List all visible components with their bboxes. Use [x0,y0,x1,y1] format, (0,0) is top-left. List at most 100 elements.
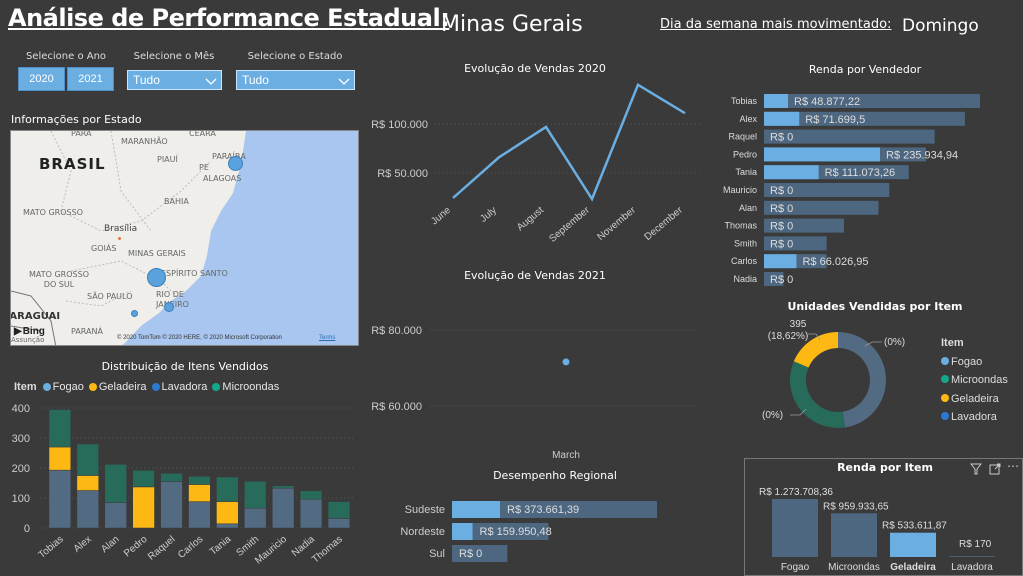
map-title: Informações por Estado [11,113,142,126]
legend-item-microondas[interactable]: Microondas [212,381,279,393]
legend-item-lavadora[interactable]: Lavadora [941,408,1008,427]
legend-dot-icon [941,393,949,402]
map-label-goias: GOIÁS [91,244,117,253]
year-filter-label: Selecione o Ano [25,51,107,62]
capital-marker [118,237,121,240]
leader-line [790,408,807,416]
category-label: Tobias [731,96,758,106]
regional-bar-chart: Sudeste R$ 373.661,39 Nordeste R$ 159.950,4… [400,501,657,562]
donut-slice-microondas [790,361,846,428]
map-label-alagoas: ALAGOAS [203,174,242,183]
data-label: R$ 170 [959,539,992,550]
bar-background [764,200,879,215]
year-button-2020[interactable]: 2020 [18,67,65,91]
legend-dot-icon [941,375,949,383]
item-revenue-panel[interactable]: Renda por Item ⋯ R$ 1.273.708,36 Fogao R$ … [744,458,1023,576]
legend-dot-icon [212,383,221,391]
y-tick-label: R$ 60.000 [371,401,422,413]
legend-title: Item [14,381,37,393]
busiest-day-label: Dia da semana mais movimentado: [660,17,892,32]
map-label-pe: PE [199,163,209,172]
category-label: Smith [734,238,757,248]
bar-segment-fogao [76,490,99,529]
filter-icon[interactable] [970,463,982,475]
legend-item-fogao[interactable]: Fogao [42,381,84,393]
month-dropdown-value: Tudo [133,73,160,87]
map-bubble-sao-paulo[interactable] [131,310,138,317]
state-map[interactable]: PARÁ MARANHÃO CEARÁ BRASIL PIAUÍ PARAÍBA… [10,130,359,346]
data-point [562,358,570,366]
units-legend: Item Fogao Microondas Geladeira Lavadora [941,334,1008,427]
legend-item-fogao[interactable]: Fogao [941,353,1008,372]
bar-segment-fogao [272,487,295,529]
y-tick-label: R$ 50.000 [377,168,428,180]
bar-geladeira [890,532,936,557]
bar-segment-microondas [160,473,183,482]
map-label-minas-gerais: MINAS GERAIS [128,249,186,258]
bar-segment-fogao [327,518,351,529]
data-label: R$ 0 [770,203,793,215]
map-label-paraiba: PARAÍBA [212,152,246,161]
data-label: R$ 533.611,87 [882,521,947,532]
leader-line [808,333,821,341]
category-label: Alan [739,203,757,213]
x-tick-label: Alex [72,534,94,555]
x-tick-label: March [552,450,580,461]
legend-item-geladeira[interactable]: Geladeira [941,390,1008,409]
items-stacked-bar-chart: 0 100 200 300 400 Tobias Alex Alan PedroRaquelCa… [12,403,355,567]
map-bubble-minas-gerais[interactable] [147,268,166,287]
y-tick-label: 200 [12,463,30,475]
month-filter-label: Selecione o Mês [133,51,215,62]
bar-segment-microondas [76,443,99,476]
focus-mode-icon[interactable] [989,463,1001,475]
bar-segment-microondas [104,464,127,503]
bar-segment-fogao [48,469,72,529]
bing-text: Bing [22,326,45,337]
legend-label: Microondas [951,374,1008,386]
bar-segment-microondas [216,476,239,502]
map-bubble-rio[interactable] [164,302,174,312]
bar-value [764,254,797,269]
category-label: Pedro [733,149,757,159]
more-options-icon[interactable]: ⋯ [1007,459,1019,473]
data-label: R$ 0 [770,221,793,233]
legend-dot-icon [88,383,97,391]
category-label: Carlos [731,256,758,266]
data-label: R$ 71.699,5 [805,114,865,126]
bar-value [452,501,500,518]
category-label: Raquel [728,132,757,142]
legend-item-geladeira[interactable]: Geladeira [88,381,147,393]
data-label: R$ 0 [770,185,793,197]
legend-item-microondas[interactable]: Microondas [941,371,1008,390]
state-dropdown[interactable]: Tudo [236,70,355,90]
y-tick-label: R$ 80.000 [371,325,422,337]
sales2021-title: Evolução de Vendas 2021 [464,269,606,282]
x-tick-label: August [515,205,546,234]
category-label: Sudeste [405,504,445,516]
map-label-para: PARÁ [71,130,92,138]
data-label: R$ 0 [459,548,482,560]
map-land [11,131,246,345]
legend-label: Microondas [222,381,280,393]
data-label: R$ 373.661,39 [507,504,579,516]
map-terms-link[interactable]: Terms [319,335,336,341]
month-dropdown[interactable]: Tudo [127,70,222,90]
map-label-bahia: BAHIA [164,197,189,206]
donut-annotation: (0%) [762,410,783,421]
legend-item-lavadora[interactable]: Lavadora [151,381,207,393]
year-button-2021[interactable]: 2021 [67,67,114,91]
map-copyright: © 2020 TomTom © 2020 HERE, © 2020 Micros… [117,335,282,341]
bar-segment-microondas [188,476,211,485]
map-bubble-paraiba[interactable] [228,156,243,171]
map-label-paraguai: PARAGUAI [10,311,61,322]
state-filter-label: Selecione o Estado [247,51,343,62]
map-label-ms: MATO GROSSO DO SUL [29,270,89,289]
bar-segment-fogao [299,498,323,529]
bar-segment-geladeira [188,484,211,502]
x-tick-label: September [547,204,592,244]
data-label: R$ 0 [770,274,793,286]
sales2021-line-chart: R$ 60.000 R$ 80.000 March [371,325,700,461]
category-label: Thomas [724,221,757,231]
leader-line [864,341,882,347]
category-label: Nordeste [400,526,445,538]
